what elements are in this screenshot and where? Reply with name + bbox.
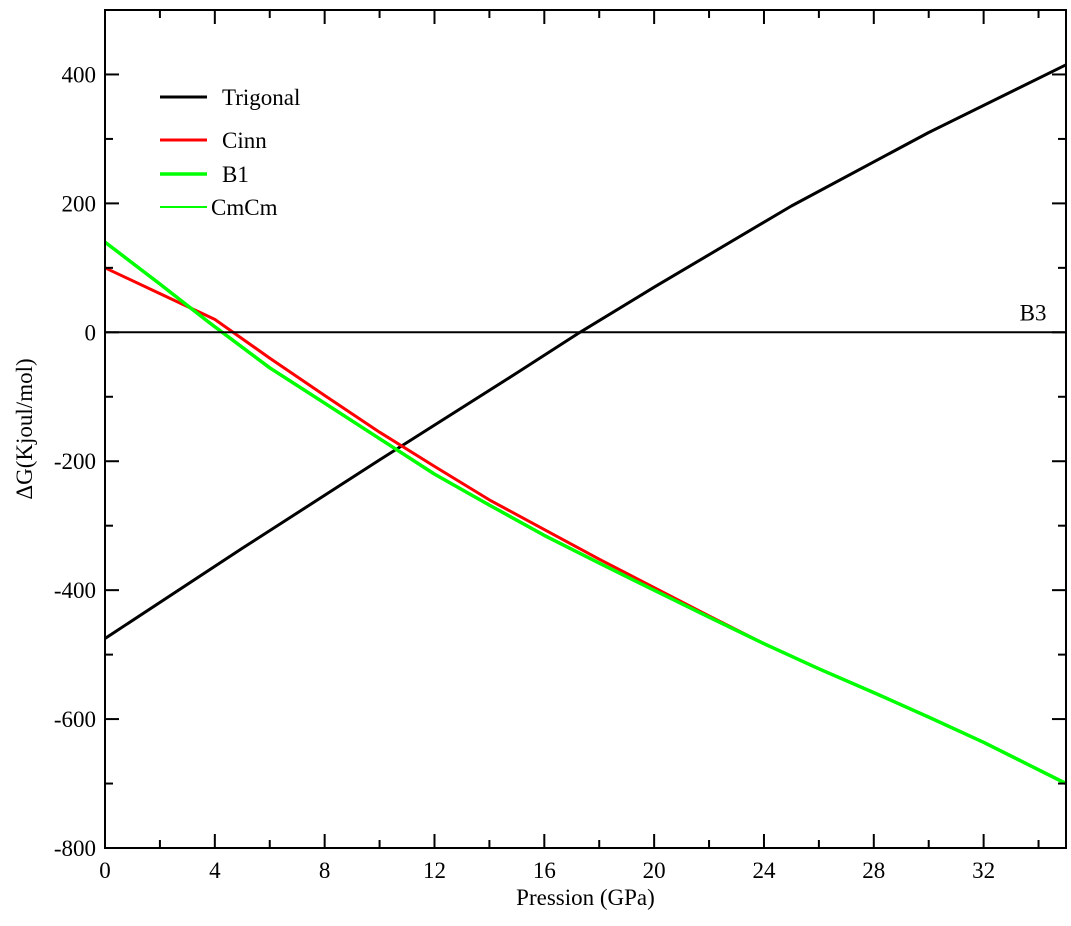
x-axis-title: Pression (GPa) bbox=[516, 885, 655, 910]
legend: Trigonal Cinn B1 CmCm bbox=[160, 85, 300, 220]
x-tick-label: 16 bbox=[533, 858, 556, 883]
series-layer bbox=[103, 63, 1067, 786]
legend-label-cmcm: CmCm bbox=[211, 195, 278, 220]
y-tick-label: 400 bbox=[62, 62, 97, 87]
y-tick-label: -600 bbox=[54, 707, 96, 732]
y-tick-label: -200 bbox=[54, 449, 96, 474]
labels-layer: 0 4 8 12 16 20 24 28 32 -800 -600 -400 -200 0 200 400 bbox=[54, 62, 995, 883]
y-tick-label: -800 bbox=[54, 836, 96, 861]
series-line-cinn bbox=[104, 266, 765, 646]
y-tick-label: -400 bbox=[54, 578, 96, 603]
x-tick-label: 24 bbox=[752, 858, 776, 883]
x-tick-label: 12 bbox=[423, 858, 446, 883]
legend-label-cinn: Cinn bbox=[222, 128, 267, 153]
x-tick-label: 20 bbox=[643, 858, 666, 883]
x-tick-label: 4 bbox=[209, 858, 221, 883]
x-tick-label: 32 bbox=[972, 858, 995, 883]
plot-frame bbox=[104, 9, 1067, 849]
annotation-label: B3 bbox=[1020, 301, 1047, 326]
ticks-layer bbox=[104, 9, 1066, 849]
x-tick-label: 8 bbox=[319, 858, 331, 883]
series-line-b1 bbox=[103, 240, 1067, 786]
legend-label-trigonal: Trigonal bbox=[222, 85, 300, 110]
annotation-layer: B3 bbox=[1020, 301, 1047, 326]
legend-label-b1: B1 bbox=[222, 162, 249, 187]
y-axis-title: ΔG(Kjoul/mol) bbox=[12, 358, 37, 499]
x-tick-label: 28 bbox=[862, 858, 885, 883]
y-tick-label: 0 bbox=[85, 320, 97, 345]
y-tick-label: 200 bbox=[62, 191, 97, 216]
x-tick-label: 0 bbox=[99, 858, 111, 883]
